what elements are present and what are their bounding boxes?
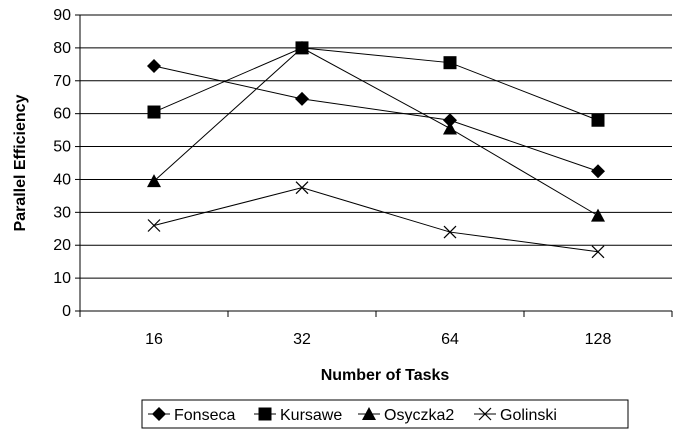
data-point: [443, 121, 457, 135]
y-axis-title: Parallel Efficiency: [12, 94, 29, 231]
x-axis-title: Number of Tasks: [321, 367, 450, 384]
data-point: [295, 91, 309, 106]
data-point: [591, 245, 605, 259]
data-point: [443, 113, 457, 128]
legend-item: Osyczka2: [358, 407, 454, 424]
legend-label: Osyczka2: [384, 407, 454, 424]
y-tick-label: 0: [62, 303, 71, 320]
data-point: [443, 225, 457, 239]
x-tick-label: 64: [441, 331, 459, 348]
legend-label: Fonseca: [174, 407, 235, 424]
y-tick-label: 20: [53, 237, 71, 254]
legend-label: Kursawe: [280, 407, 342, 424]
y-tick-label: 70: [53, 73, 71, 90]
data-point: [295, 40, 309, 54]
x-axis: 16 32 64 128: [79, 311, 673, 348]
legend-marker-diamond: [152, 407, 166, 421]
series-line: [153, 187, 599, 253]
y-tick-label: 10: [53, 270, 71, 287]
series-line: [153, 47, 599, 217]
legend-item: Kursawe: [254, 407, 342, 424]
series-fonseca: [147, 58, 605, 179]
series-osyczka2: [147, 40, 605, 222]
y-tick-label: 30: [53, 204, 71, 221]
data-point: [591, 208, 605, 222]
legend-item: Golinski: [474, 407, 557, 424]
gridlines: [80, 14, 672, 279]
y-tick-label: 80: [53, 40, 71, 57]
series-line: [153, 65, 599, 172]
y-tick-label: 40: [53, 171, 71, 188]
data-point: [147, 174, 161, 188]
series-line: [153, 47, 599, 121]
x-tick-label: 32: [293, 331, 311, 348]
data-point: [591, 113, 605, 127]
legend-marker-triangle: [362, 407, 376, 420]
x-tick-label: 128: [585, 331, 612, 348]
legend-marker-x: [478, 407, 492, 421]
data-point: [147, 105, 161, 119]
legend-marker-square: [258, 407, 272, 421]
data-point: [591, 164, 605, 179]
series-layer: [147, 40, 605, 259]
legend-item: Fonseca: [148, 407, 235, 424]
y-tick-label: 50: [53, 139, 71, 156]
series-golinski: [147, 181, 605, 259]
y-axis: 0 10 20 30 40 50 60 70 80 90: [53, 7, 80, 320]
data-point: [295, 181, 309, 195]
y-tick-label: 90: [53, 7, 71, 24]
x-tick-label: 16: [145, 331, 163, 348]
legend-box: [141, 399, 629, 429]
legend: Fonseca Kursawe Osyczka2 Golinski: [141, 399, 629, 429]
data-point: [443, 56, 457, 70]
y-tick-label: 60: [53, 106, 71, 123]
data-point: [147, 219, 161, 232]
legend-label: Golinski: [500, 407, 557, 424]
data-point: [147, 58, 161, 73]
plot-frame: [79, 15, 672, 312]
